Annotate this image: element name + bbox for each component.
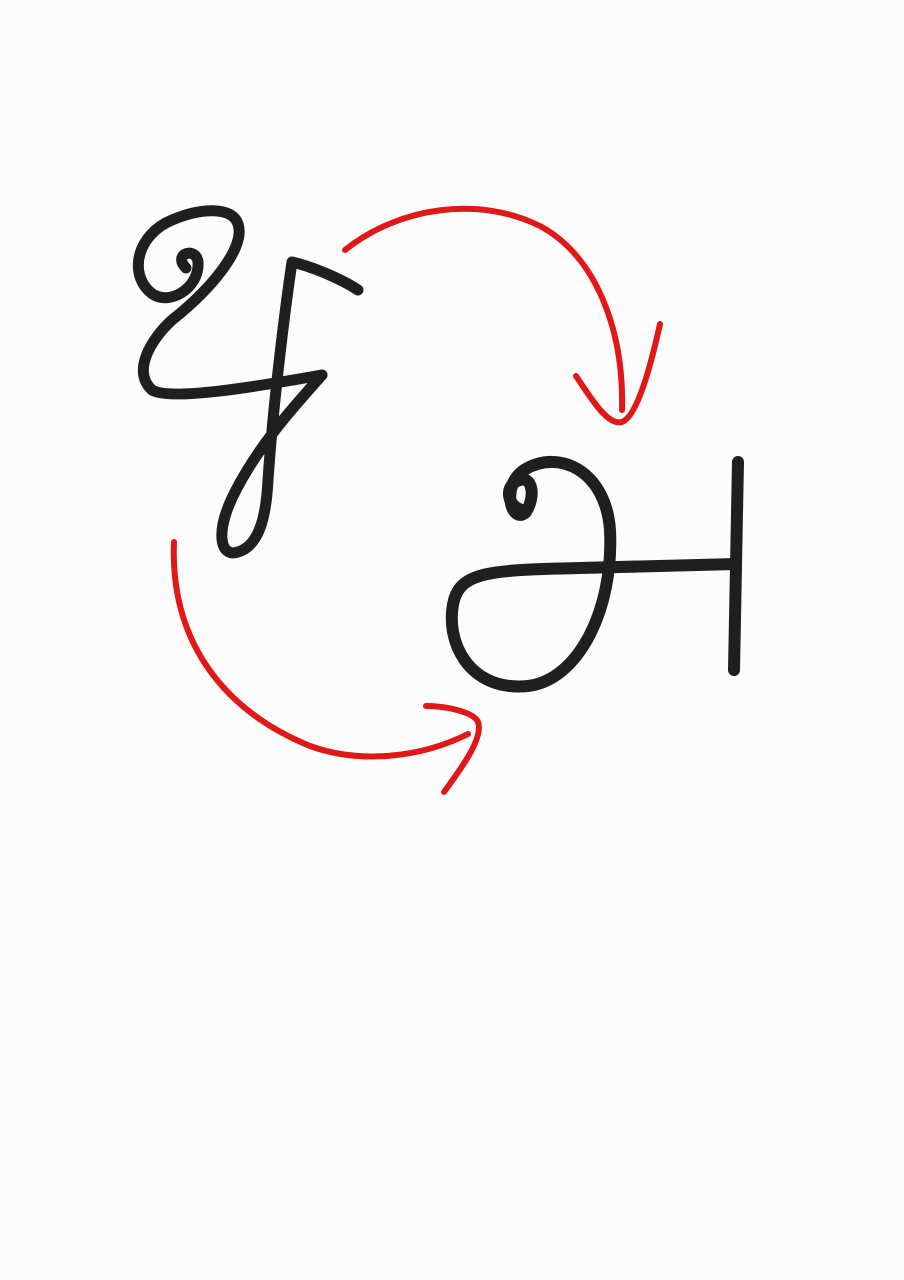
curved-arrow-top-head [573, 321, 663, 426]
curved-arrow-top [342, 205, 663, 426]
handwritten-glyph-left [132, 205, 364, 559]
handwritten-glyph-right [445, 455, 744, 693]
glyph-right-stroke-bar [728, 456, 744, 676]
curved-arrow-bottom-head [423, 703, 482, 795]
curved-arrow-bottom [170, 539, 482, 795]
curved-arrow-bottom-shaft [170, 539, 471, 760]
glyph-left-stroke-main [132, 205, 328, 400]
glyph-right-stroke-loop [445, 455, 742, 693]
glyph-left-stroke-hook [216, 256, 364, 559]
curved-arrow-top-shaft [342, 205, 626, 413]
